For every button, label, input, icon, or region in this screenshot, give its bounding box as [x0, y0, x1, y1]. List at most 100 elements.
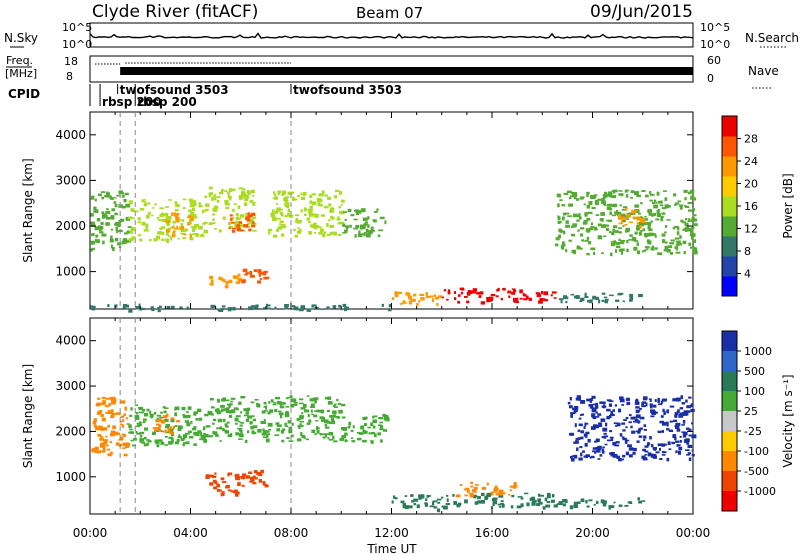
echo-cell [106, 192, 111, 196]
echo-cell [170, 226, 176, 229]
echo-cell [526, 295, 529, 300]
echo-cell [590, 226, 595, 229]
echo-cell [181, 406, 186, 411]
echo-cell [243, 279, 246, 283]
echo-cell [114, 304, 118, 308]
echo-cell [91, 233, 95, 237]
echo-cell [661, 207, 667, 210]
echo-cell [618, 458, 622, 462]
echo-cell [159, 207, 165, 210]
echo-cell [152, 431, 156, 435]
echo-cell [284, 304, 289, 307]
echo-cell [351, 440, 356, 443]
echo-cell [653, 411, 658, 414]
echo-cell [324, 434, 328, 438]
echo-cell [110, 430, 115, 434]
echo-cell [132, 217, 136, 220]
echo-cell [490, 506, 494, 509]
echo-cell [619, 398, 625, 403]
echo-cell [367, 216, 370, 220]
echo-cell [225, 425, 229, 428]
echo-cell [341, 199, 345, 203]
echo-cell [297, 438, 302, 442]
echo-cell [262, 430, 267, 434]
echo-cell [326, 306, 330, 310]
echo-cell [200, 434, 206, 438]
echo-cell [630, 197, 634, 199]
echo-cell [129, 230, 134, 234]
echo-cell [128, 238, 134, 242]
echo-cell [585, 431, 590, 435]
echo-cell [204, 438, 207, 443]
echo-cell [647, 453, 653, 457]
echo-cell [554, 243, 559, 247]
echo-cell [150, 414, 154, 419]
nave-tick-high: 60 [707, 54, 721, 67]
echo-cell [647, 209, 652, 213]
echo-cell [110, 414, 115, 419]
echo-cell [357, 437, 362, 441]
echo-cell [426, 494, 429, 498]
echo-cell [281, 194, 285, 196]
echo-cell [666, 219, 671, 221]
echo-cell [470, 481, 474, 485]
echo-cell [622, 225, 625, 227]
echo-cell [288, 429, 293, 434]
echo-cell [370, 226, 374, 231]
echo-cell [100, 436, 104, 438]
echo-cell [652, 404, 657, 408]
echo-cell [649, 436, 652, 440]
echo-cell [343, 428, 348, 431]
echo-cell [418, 494, 422, 499]
echo-cell [230, 397, 236, 400]
echo-cell [688, 457, 692, 461]
echo-cell [641, 190, 646, 193]
echo-cell [314, 213, 319, 218]
echo-cell [644, 454, 647, 456]
echo-cell [317, 199, 321, 203]
echo-cell [603, 235, 607, 238]
echo-cell [416, 303, 419, 306]
echo-cell [259, 278, 262, 281]
echo-cell [660, 217, 664, 222]
echo-cell [539, 298, 543, 302]
echo-cell [203, 221, 208, 224]
echo-cell [247, 222, 250, 226]
echo-cell [156, 427, 161, 430]
echo-cell [281, 190, 287, 195]
echo-cell [635, 398, 639, 401]
echo-cell [141, 221, 146, 226]
echo-cell [185, 414, 191, 419]
echo-cell [560, 229, 563, 234]
echo-cell [94, 238, 97, 243]
echo-cell [605, 298, 609, 301]
echo-cell [656, 213, 662, 218]
echo-cell [316, 197, 322, 200]
echo-cell [152, 427, 157, 430]
echo-cell [166, 431, 170, 434]
echo-cell [239, 196, 243, 200]
echo-cell [569, 197, 572, 200]
echo-cell [625, 397, 630, 401]
echo-cell [441, 505, 444, 508]
echo-cell [573, 454, 578, 459]
echo-cell [228, 227, 232, 229]
echo-cell [105, 208, 109, 210]
echo-cell [270, 213, 273, 215]
echo-cell [640, 216, 643, 219]
echo-cell [464, 296, 468, 298]
echo-cell [151, 308, 155, 312]
echo-cell [688, 396, 692, 399]
echo-cell [589, 299, 593, 304]
echo-cell [372, 415, 378, 418]
echo-cell [170, 417, 175, 420]
echo-cell [143, 202, 148, 207]
echo-cell [279, 226, 282, 230]
echo-cell [680, 412, 684, 416]
echo-cell [558, 234, 562, 239]
echo-cell [338, 191, 343, 195]
echo-cell [291, 422, 294, 426]
echo-cell [593, 194, 598, 196]
echo-cell [252, 425, 258, 429]
echo-cell [529, 497, 532, 501]
